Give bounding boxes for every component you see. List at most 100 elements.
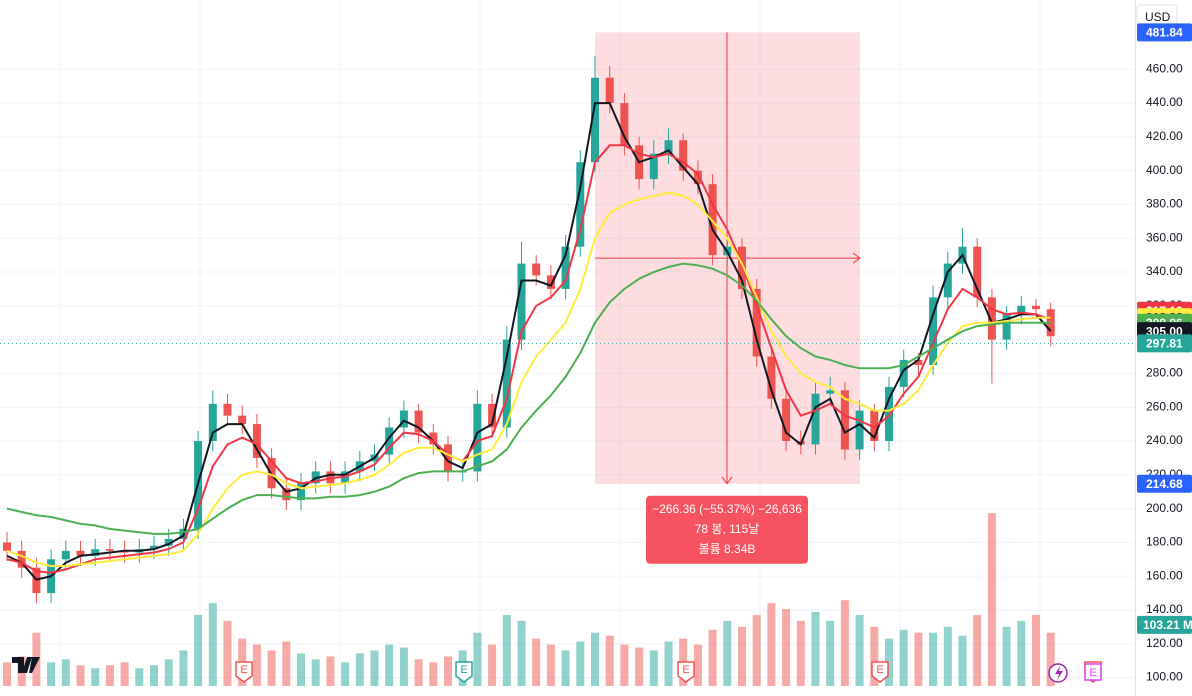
currency: USD — [1145, 10, 1171, 24]
candle-body — [1017, 305, 1026, 315]
volume-bar — [385, 644, 394, 686]
candle-body — [546, 275, 555, 289]
candle-body — [252, 424, 261, 458]
candle-body — [929, 297, 938, 365]
y-tick-label: 140.00 — [1146, 602, 1183, 616]
candle-body — [620, 103, 629, 146]
volume-bar — [782, 609, 791, 686]
price-label: 214.68 — [1146, 477, 1183, 491]
volume-bar — [150, 665, 158, 686]
volume-bar — [91, 668, 100, 686]
price-label: 481.84 — [1146, 26, 1183, 40]
candle-body — [399, 410, 408, 428]
earnings-marker[interactable] — [677, 661, 695, 683]
volume-bar — [987, 513, 996, 686]
earnings-marker[interactable] — [871, 661, 889, 683]
earnings-text: E — [682, 664, 689, 676]
volume-bar — [267, 650, 276, 686]
price-label: 297.81 — [1146, 336, 1183, 350]
volume-bar — [135, 668, 144, 686]
volume-bar — [311, 659, 320, 686]
y-tick-label: 180.00 — [1146, 535, 1183, 549]
volume-bar — [855, 614, 864, 686]
volume-bar — [796, 620, 805, 686]
grid — [0, 0, 1135, 686]
volume-bar — [943, 626, 952, 686]
ma-line — [6, 144, 1052, 574]
candle-body — [3, 542, 11, 551]
volume-bar — [546, 644, 555, 686]
volume-bar — [811, 612, 820, 686]
volume-bar — [47, 662, 56, 686]
volume-bar — [282, 641, 291, 686]
volume-bar — [738, 626, 746, 686]
volume-bar — [341, 662, 350, 686]
volume-bar — [1046, 632, 1055, 686]
y-tick-label: 160.00 — [1146, 568, 1183, 582]
candle-body — [561, 246, 570, 289]
candle-body — [576, 162, 585, 247]
candle-body — [649, 153, 658, 180]
candle-body — [414, 410, 423, 433]
volume-bar — [208, 603, 217, 686]
measure-text: 볼륨 8.34B — [699, 542, 756, 556]
candle-body — [150, 545, 158, 550]
earnings-text: E — [460, 664, 467, 676]
y-tick-label: 200.00 — [1146, 501, 1183, 515]
candle-body — [987, 297, 996, 340]
candle-body — [738, 246, 746, 289]
candle-body — [973, 246, 982, 298]
price-label-box — [1137, 334, 1192, 353]
candle-body — [532, 263, 541, 276]
candle-body — [429, 432, 438, 445]
candle-body — [1002, 314, 1011, 340]
measure-h-head — [852, 252, 861, 264]
volume-bar — [252, 644, 261, 686]
candle-body — [1032, 305, 1040, 310]
candle-body — [164, 539, 173, 546]
candle-body — [870, 410, 879, 441]
volume-bar — [194, 614, 203, 686]
candle-body — [385, 427, 394, 455]
volume-bar — [488, 644, 497, 686]
candle-body — [782, 398, 791, 441]
volume-bar — [444, 656, 452, 686]
candle-body — [591, 77, 599, 163]
y-tick-label: 280.00 — [1146, 366, 1183, 380]
y-tick-label: 260.00 — [1146, 399, 1183, 413]
tradingview-logo[interactable] — [12, 657, 40, 673]
volume-bar — [105, 665, 114, 686]
earnings-future — [1084, 663, 1102, 681]
earnings-marker[interactable] — [235, 661, 253, 683]
volume-bar — [429, 662, 438, 686]
logo-shape — [12, 657, 40, 673]
earnings-text: E — [240, 664, 247, 676]
y-tick-label: 400.00 — [1146, 163, 1183, 177]
volume-bar — [929, 632, 938, 686]
volume-bar — [473, 632, 482, 686]
volume-bar — [649, 650, 658, 686]
candle-body — [444, 444, 452, 472]
volume-bar — [958, 635, 967, 686]
candle-body — [664, 140, 673, 154]
volume-bar — [767, 603, 776, 686]
volume-bar — [517, 620, 526, 686]
volume-bar — [752, 614, 761, 686]
y-tick-label: 100.00 — [1146, 670, 1183, 684]
volume-label: 103.21 M — [1143, 618, 1192, 632]
volume-bar — [840, 600, 849, 686]
y-tick-label: 120.00 — [1146, 636, 1183, 650]
earnings-marker[interactable] — [455, 661, 473, 683]
volume-bar — [297, 653, 305, 686]
candle-body — [223, 403, 232, 416]
volume-bar — [164, 659, 173, 686]
candle-body — [488, 403, 497, 428]
candle-body — [76, 550, 85, 556]
measure-tooltip — [646, 495, 808, 564]
candle-body — [914, 359, 923, 365]
volume-bar — [561, 650, 570, 686]
candle-body — [855, 410, 864, 450]
y-tick-label: 340.00 — [1146, 264, 1183, 278]
y-tick-label: 420.00 — [1146, 129, 1183, 143]
